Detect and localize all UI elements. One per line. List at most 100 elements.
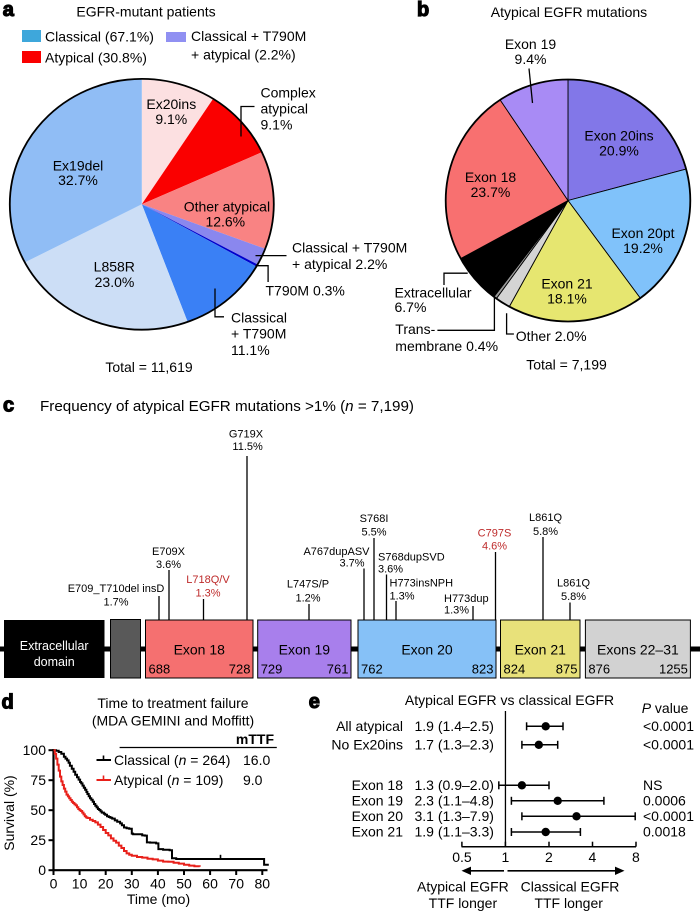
svg-text:Exon 21: Exon 21 <box>515 642 567 658</box>
svg-text:Atypical EGFR vs classical EGF: Atypical EGFR vs classical EGFR <box>405 692 614 708</box>
svg-text:70: 70 <box>228 875 244 891</box>
svg-text:+ atypical (2.2%): + atypical (2.2%) <box>191 47 296 63</box>
svg-text:3.6%: 3.6% <box>378 564 403 576</box>
svg-text:Exon 20ins: Exon 20ins <box>584 128 653 144</box>
svg-text:10: 10 <box>72 875 88 891</box>
svg-text:a: a <box>3 0 15 21</box>
svg-text:membrane 0.4%: membrane 0.4% <box>395 338 498 354</box>
svg-text:C797S: C797S <box>478 528 512 540</box>
svg-text:3.7%: 3.7% <box>339 558 364 570</box>
svg-text:Exon 19: Exon 19 <box>279 642 331 658</box>
svg-text:c: c <box>3 395 14 417</box>
svg-text:3.6%: 3.6% <box>156 559 181 571</box>
svg-text:+ T790M: + T790M <box>231 326 286 342</box>
svg-text:Classical + T790M: Classical + T790M <box>292 240 407 256</box>
svg-text:Time to treatment failure: Time to treatment failure <box>97 695 248 711</box>
svg-text:0: 0 <box>38 862 46 878</box>
svg-text:TTF longer: TTF longer <box>534 895 603 911</box>
svg-text:A767dupASV: A767dupASV <box>303 546 370 558</box>
svg-text:T790M 0.3%: T790M 0.3% <box>266 282 345 298</box>
svg-text:30: 30 <box>124 875 140 891</box>
svg-text:6.7%: 6.7% <box>395 299 427 315</box>
svg-text:16.0: 16.0 <box>243 752 270 768</box>
svg-text:1.3%: 1.3% <box>444 605 469 617</box>
svg-text:8: 8 <box>632 849 640 865</box>
svg-text:5.8%: 5.8% <box>533 526 558 538</box>
svg-text:Exon 18: Exon 18 <box>174 642 226 658</box>
svg-text:688: 688 <box>149 662 171 677</box>
svg-text:S768I: S768I <box>360 513 389 525</box>
svg-text:728: 728 <box>229 662 251 677</box>
svg-text:Trans-: Trans- <box>395 321 435 337</box>
svg-text:0.0006: 0.0006 <box>643 793 686 809</box>
svg-text:5.8%: 5.8% <box>561 591 586 603</box>
svg-text:Other atypical: Other atypical <box>184 198 270 214</box>
svg-text:S768dupSVD: S768dupSVD <box>378 552 445 564</box>
svg-text:2.3 (1.1–4.8): 2.3 (1.1–4.8) <box>415 793 494 809</box>
svg-text:Other 2.0%: Other 2.0% <box>516 328 587 344</box>
svg-text:Total = 7,199: Total = 7,199 <box>526 357 607 373</box>
svg-text:<0.0001: <0.0001 <box>643 718 694 734</box>
svg-text:P value: P value <box>642 700 689 716</box>
svg-text:L861Q: L861Q <box>529 512 562 524</box>
svg-text:12.6%: 12.6% <box>205 214 245 230</box>
svg-text:20.9%: 20.9% <box>599 143 639 159</box>
svg-text:1.9 (1.1–3.3): 1.9 (1.1–3.3) <box>415 824 494 840</box>
svg-text:1.3%: 1.3% <box>195 588 220 600</box>
svg-text:60: 60 <box>202 875 218 891</box>
svg-text:All atypical: All atypical <box>336 718 403 734</box>
svg-text:Extracellular: Extracellular <box>395 285 472 301</box>
svg-text:Classical: Classical <box>231 309 287 325</box>
svg-text:Classical EGFR: Classical EGFR <box>521 879 620 895</box>
svg-text:NS: NS <box>643 777 662 793</box>
svg-text:23.0%: 23.0% <box>95 274 135 290</box>
svg-text:L858R: L858R <box>94 259 135 275</box>
svg-text:25: 25 <box>30 832 46 848</box>
svg-text:3.1 (1.3–7.9): 3.1 (1.3–7.9) <box>415 808 494 824</box>
svg-text:824: 824 <box>504 662 526 677</box>
svg-text:11.5%: 11.5% <box>232 441 263 453</box>
svg-text:atypical: atypical <box>261 101 308 117</box>
svg-text:Extracellular: Extracellular <box>20 639 89 653</box>
svg-text:Exons 22–31: Exons 22–31 <box>597 642 679 658</box>
svg-text:5.5%: 5.5% <box>361 527 386 539</box>
svg-text:Complex: Complex <box>261 85 316 101</box>
svg-text:H773dup: H773dup <box>444 593 489 605</box>
svg-text:Classical + T790M: Classical + T790M <box>191 28 306 44</box>
svg-text:1255: 1255 <box>659 662 688 677</box>
svg-text:Time (mo): Time (mo) <box>127 891 190 907</box>
svg-text:E709_T710del insD: E709_T710del insD <box>68 583 165 595</box>
svg-text:9.1%: 9.1% <box>155 111 187 127</box>
svg-text:d: d <box>2 692 14 714</box>
svg-text:Exon 21: Exon 21 <box>352 824 404 840</box>
svg-text:Total = 11,619: Total = 11,619 <box>105 359 193 375</box>
svg-text:1.2%: 1.2% <box>295 593 320 605</box>
svg-text:0.5: 0.5 <box>452 849 472 865</box>
svg-text:32.7%: 32.7% <box>58 172 98 188</box>
svg-text:(MDA GEMINI and Moffitt): (MDA GEMINI and Moffitt) <box>92 713 254 729</box>
svg-text:No Ex20ins: No Ex20ins <box>331 737 403 753</box>
svg-text:40: 40 <box>150 875 166 891</box>
svg-text:761: 761 <box>327 662 349 677</box>
svg-text:Frequency of atypical EGFR mut: Frequency of atypical EGFR mutations >1%… <box>40 398 414 415</box>
svg-text:Ex20ins: Ex20ins <box>146 96 196 112</box>
svg-text:1.3 (0.9–2.0): 1.3 (0.9–2.0) <box>415 777 494 793</box>
svg-text:9.0: 9.0 <box>243 772 263 788</box>
svg-text:<0.0001: <0.0001 <box>643 737 694 753</box>
svg-text:18.1%: 18.1% <box>547 291 587 307</box>
svg-text:23.7%: 23.7% <box>471 184 511 200</box>
svg-text:20: 20 <box>98 875 114 891</box>
svg-text:domain: domain <box>34 655 75 669</box>
svg-text:Exon 18: Exon 18 <box>352 777 404 793</box>
svg-text:9.1%: 9.1% <box>261 117 293 133</box>
svg-text:b: b <box>417 0 429 21</box>
svg-text:Ex19del: Ex19del <box>53 158 104 174</box>
svg-text:823: 823 <box>472 662 494 677</box>
svg-text:1: 1 <box>502 849 510 865</box>
svg-text:50: 50 <box>30 802 46 818</box>
svg-text:<0.0001: <0.0001 <box>643 808 694 824</box>
svg-text:Exon 20: Exon 20 <box>401 642 453 658</box>
svg-text:e: e <box>309 691 320 713</box>
svg-text:Exon 19: Exon 19 <box>505 36 557 52</box>
svg-text:E709X: E709X <box>152 546 186 558</box>
